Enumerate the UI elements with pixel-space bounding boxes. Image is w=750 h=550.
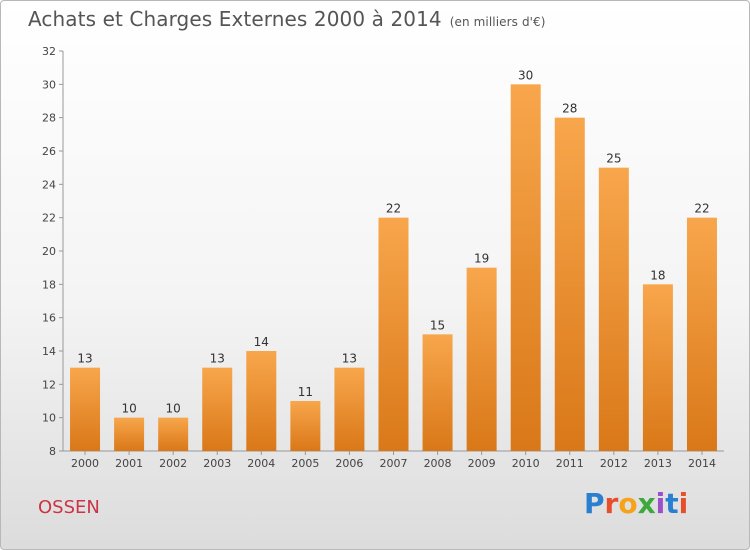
bar-2001 (114, 417, 145, 451)
data-label-2000: 13 (77, 352, 92, 366)
data-label-2005: 11 (298, 385, 313, 399)
bar-2006 (334, 367, 365, 451)
bar-2007 (378, 217, 409, 451)
data-label-2010: 30 (518, 68, 533, 82)
bar-2000 (70, 367, 101, 451)
x-tick-label-2005: 2005 (291, 457, 319, 470)
y-tick-label: 16 (42, 312, 56, 325)
x-tick-label-2008: 2008 (424, 457, 452, 470)
x-tick-label-2007: 2007 (380, 457, 408, 470)
x-tick-label-2002: 2002 (159, 457, 187, 470)
y-tick-label: 30 (42, 78, 56, 91)
bar-2002 (158, 417, 189, 451)
bar-2010 (510, 84, 541, 451)
x-tick-label-2006: 2006 (335, 457, 363, 470)
logo-letter: P (584, 487, 605, 520)
data-label-2014: 22 (694, 202, 709, 216)
y-tick-label: 12 (42, 378, 56, 391)
bars: 13 10 10 13 14 11 13 22 15 19 30 28 25 18 22 (70, 68, 717, 452)
chart-title: Achats et Charges Externes 2000 à 2014 (e… (28, 7, 546, 31)
data-label-2009: 19 (474, 252, 489, 266)
bar-2011 (554, 117, 585, 452)
bar-2009 (466, 267, 497, 451)
y-tick-label: 8 (49, 445, 56, 458)
unit-label: (en milliers d'€) (449, 15, 546, 29)
y-tick-label: 28 (42, 112, 56, 125)
x-tick-label-2010: 2010 (512, 457, 540, 470)
proxiti-logo: Proxiti (584, 487, 688, 520)
y-tick-label: 10 (42, 412, 56, 425)
bar-2008 (422, 334, 453, 451)
logo-letter: o (618, 487, 638, 520)
logo-letter: i (655, 487, 666, 520)
y-tick-label: 18 (42, 278, 56, 291)
x-tick-label-2013: 2013 (644, 457, 672, 470)
bar-2012 (598, 167, 629, 451)
bar-2014 (686, 217, 717, 451)
y-tick-label: 26 (42, 145, 56, 158)
x-tick-label-2011: 2011 (556, 457, 584, 470)
axes: 8 10 12 14 16 18 20 22 24 26 28 30 32 2000 2001 2002 200… (42, 45, 724, 470)
logo-letter: r (604, 487, 619, 520)
data-label-2007: 22 (386, 202, 401, 216)
x-tick-label-2000: 2000 (71, 457, 99, 470)
bar-2004 (246, 351, 277, 451)
bar-2005 (290, 401, 321, 451)
data-label-2006: 13 (342, 352, 357, 366)
x-tick-label-2004: 2004 (247, 457, 275, 470)
data-label-2012: 25 (606, 152, 621, 166)
data-label-2004: 14 (254, 335, 269, 349)
town-name: OSSEN (38, 497, 100, 518)
logo-letter: t (665, 487, 679, 520)
data-label-2011: 28 (562, 102, 577, 116)
bar-2003 (202, 367, 233, 451)
y-tick-label: 14 (42, 345, 56, 358)
y-tick-label: 24 (42, 178, 56, 191)
logo-letter: i (678, 487, 689, 520)
title-text: Achats et Charges Externes 2000 à 2014 (28, 7, 442, 31)
data-label-2002: 10 (166, 402, 181, 416)
x-tick-label-2003: 2003 (203, 457, 231, 470)
data-label-2003: 13 (210, 352, 225, 366)
x-tick-label-2001: 2001 (115, 457, 143, 470)
y-tick-label: 22 (42, 212, 56, 225)
data-label-2001: 10 (121, 402, 136, 416)
y-tick-label: 32 (42, 45, 56, 58)
data-label-2013: 18 (650, 268, 665, 282)
data-label-2008: 15 (430, 318, 445, 332)
x-tick-label-2009: 2009 (468, 457, 496, 470)
logo-letter: x (637, 487, 656, 520)
bar-2013 (642, 284, 673, 451)
y-tick-label: 20 (42, 245, 56, 258)
x-tick-label-2012: 2012 (600, 457, 628, 470)
x-tick-label-2014: 2014 (688, 457, 716, 470)
